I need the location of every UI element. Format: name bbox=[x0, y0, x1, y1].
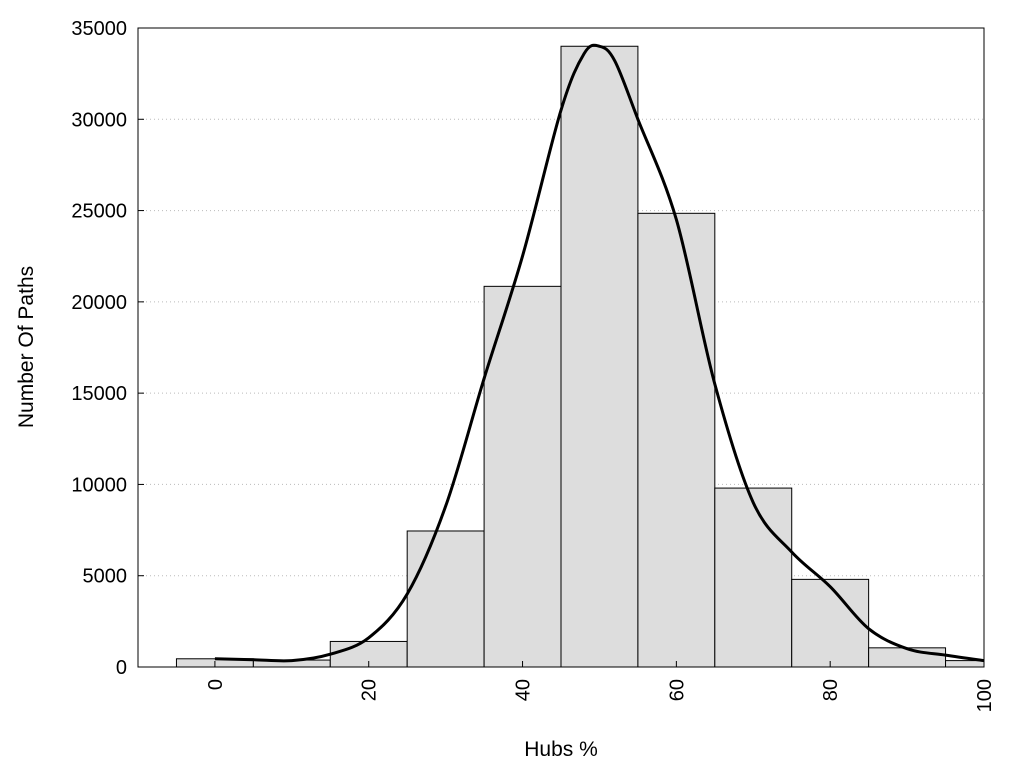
gridlines bbox=[138, 118, 984, 577]
y-tick-label: 35000 bbox=[71, 18, 127, 40]
x-tick-label: 60 bbox=[666, 679, 688, 701]
y-tick-label: 0 bbox=[116, 657, 127, 679]
x-tick-label: 100 bbox=[974, 679, 996, 712]
x-tick-label: 40 bbox=[513, 679, 535, 701]
histogram-bar bbox=[637, 212, 716, 668]
y-tick-label: 10000 bbox=[71, 474, 127, 496]
x-axis-ticks: 0 20 40 60 80 100 bbox=[205, 661, 996, 712]
histogram-bar bbox=[868, 647, 947, 668]
y-axis-ticks: 0 5000 10000 15000 20000 25000 30000 35000 bbox=[71, 18, 144, 679]
histogram-bar bbox=[791, 578, 870, 668]
bars bbox=[175, 45, 985, 668]
histogram-bar bbox=[406, 530, 485, 668]
histogram-bar bbox=[560, 45, 639, 668]
density-curve bbox=[214, 43, 985, 663]
y-tick-label: 5000 bbox=[83, 566, 128, 588]
x-axis-label: Hubs % bbox=[524, 738, 598, 761]
y-tick-label: 20000 bbox=[71, 292, 127, 314]
plot-frame bbox=[137, 27, 985, 668]
histogram-bar bbox=[714, 487, 793, 668]
y-tick-label: 15000 bbox=[71, 383, 127, 405]
x-tick-label: 20 bbox=[359, 679, 381, 701]
x-tick-label: 80 bbox=[820, 679, 842, 701]
y-tick-label: 25000 bbox=[71, 201, 127, 223]
y-tick-label: 30000 bbox=[71, 109, 127, 131]
y-axis-label: Number Of Paths bbox=[15, 266, 38, 428]
x-tick-label: 0 bbox=[205, 679, 227, 690]
histogram-bar bbox=[945, 660, 985, 668]
density-curve-line bbox=[214, 43, 985, 663]
histogram-bar bbox=[483, 285, 562, 668]
